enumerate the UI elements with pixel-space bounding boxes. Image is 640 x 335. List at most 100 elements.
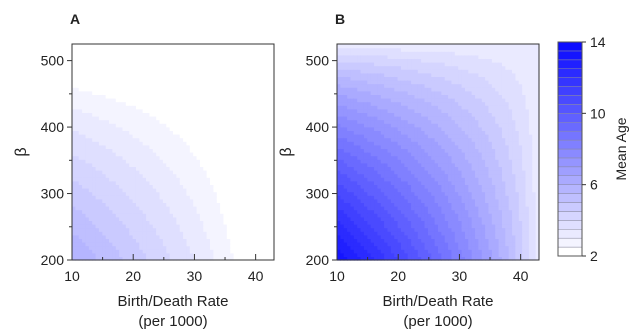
heatmap-cell <box>149 224 154 229</box>
heatmap-cell <box>166 152 171 157</box>
heatmap-cell <box>384 83 389 88</box>
heatmap-cell <box>213 101 218 106</box>
heatmap-cell <box>353 238 358 243</box>
heatmap-cell <box>122 69 127 74</box>
heatmap-cell <box>257 116 262 121</box>
heatmap-cell <box>220 227 225 232</box>
heatmap-cell <box>82 58 87 63</box>
heatmap-cell <box>253 112 258 117</box>
heatmap-cell <box>152 62 157 67</box>
heatmap-cell <box>206 51 211 56</box>
heatmap-cell <box>206 252 211 257</box>
heatmap-cell <box>340 216 345 221</box>
heatmap-cell <box>253 144 258 149</box>
heatmap-cell <box>233 245 238 250</box>
heatmap-cell <box>105 58 110 63</box>
heatmap-cell <box>343 256 348 261</box>
heatmap-cell <box>196 220 201 225</box>
heatmap-cell <box>407 170 412 175</box>
heatmap-cell <box>220 72 225 77</box>
heatmap-cell <box>404 152 409 157</box>
heatmap-cell <box>169 51 174 56</box>
heatmap-cell <box>337 155 341 160</box>
heatmap-cell <box>105 47 110 52</box>
heatmap-cell <box>260 116 265 121</box>
heatmap-cell <box>337 72 341 77</box>
heatmap-cell <box>115 191 120 196</box>
heatmap-cell <box>115 80 120 85</box>
heatmap-cell <box>189 108 194 113</box>
heatmap-cell <box>394 47 399 52</box>
heatmap-cell <box>132 166 137 171</box>
heatmap-cell <box>203 62 208 67</box>
heatmap-cell <box>367 220 372 225</box>
heatmap-cell <box>109 130 113 135</box>
heatmap-cell <box>196 130 201 135</box>
heatmap-cell <box>257 238 262 243</box>
heatmap-cell <box>357 51 362 56</box>
heatmap-cell <box>367 191 372 196</box>
heatmap-cell <box>146 76 151 81</box>
heatmap-cell <box>186 227 191 232</box>
heatmap-cell <box>196 148 201 153</box>
heatmap-cell <box>135 90 140 95</box>
heatmap-cell <box>226 216 231 221</box>
heatmap-cell <box>397 112 402 117</box>
heatmap-cell <box>85 170 90 175</box>
heatmap-cell <box>203 191 208 196</box>
heatmap-cell <box>206 144 211 149</box>
heatmap-cell <box>196 162 201 167</box>
heatmap-cell <box>102 180 107 185</box>
heatmap-cell <box>390 98 395 103</box>
heatmap-cell <box>125 126 130 131</box>
heatmap-cell <box>129 234 134 239</box>
heatmap-cell <box>223 198 228 203</box>
heatmap-cell <box>162 227 167 232</box>
heatmap-cell <box>370 141 375 146</box>
heatmap-cell <box>82 130 87 135</box>
heatmap-cell <box>387 130 392 135</box>
heatmap-cell <box>233 252 238 257</box>
heatmap-cell <box>189 256 194 261</box>
heatmap-cell <box>72 119 76 124</box>
heatmap-cell <box>186 245 191 250</box>
heatmap-cell <box>122 101 127 106</box>
heatmap-cell <box>82 44 87 49</box>
heatmap-cell <box>384 123 389 128</box>
heatmap-cell <box>394 173 399 178</box>
heatmap-cell <box>404 238 409 243</box>
heatmap-cell <box>384 58 389 63</box>
heatmap-cell <box>247 69 252 74</box>
heatmap-cell <box>72 134 76 139</box>
heatmap-cell <box>411 166 416 171</box>
heatmap-cell <box>250 155 255 160</box>
heatmap-cell <box>196 216 201 221</box>
heatmap-cell <box>220 47 225 52</box>
heatmap-cell <box>115 108 120 113</box>
heatmap-cell <box>263 83 268 88</box>
heatmap-cell <box>213 112 218 117</box>
heatmap-cell <box>142 62 147 67</box>
heatmap-cell <box>119 162 124 167</box>
heatmap-cell <box>176 90 181 95</box>
heatmap-cell <box>350 87 355 92</box>
heatmap-cell <box>75 177 80 182</box>
heatmap-cell <box>390 155 395 160</box>
heatmap-cell <box>162 83 167 88</box>
heatmap-cell <box>115 227 120 232</box>
heatmap-cell <box>247 198 252 203</box>
heatmap-cell <box>400 184 405 189</box>
heatmap-cell <box>135 65 140 70</box>
heatmap-cell <box>223 54 228 59</box>
heatmap-cell <box>112 130 117 135</box>
heatmap-cell <box>115 58 120 63</box>
heatmap-cell <box>384 44 389 49</box>
heatmap-cell <box>233 101 238 106</box>
heatmap-cell <box>263 94 268 99</box>
y-tick-label: 500 <box>41 53 65 69</box>
heatmap-cell <box>75 130 80 135</box>
heatmap-cell <box>183 134 188 139</box>
heatmap-cell <box>166 83 171 88</box>
heatmap-cell <box>193 231 198 236</box>
heatmap-cell <box>210 76 214 81</box>
